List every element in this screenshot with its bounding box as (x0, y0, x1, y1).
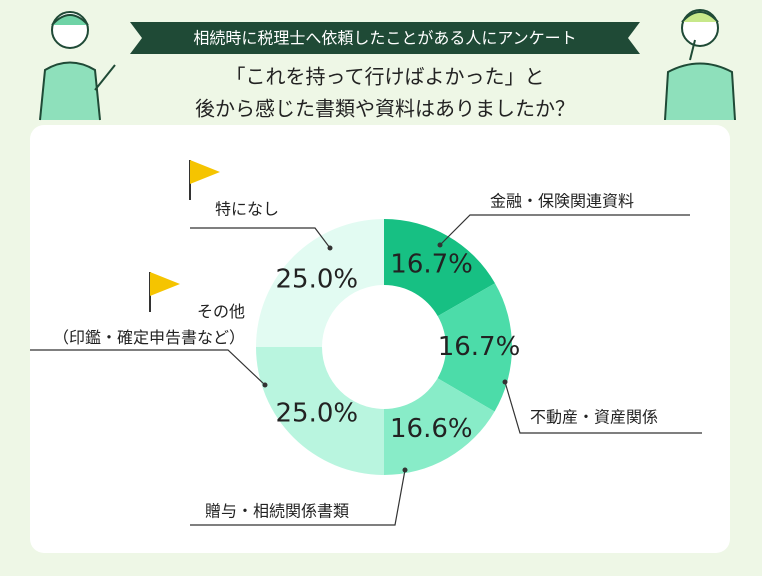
leader-line (504, 381, 702, 434)
leader-dot (437, 242, 443, 248)
subtitle: 後から感じた書類や資料はありましたか？ (195, 97, 575, 121)
subtitle: 「これを持って行けばよかった」と (226, 65, 545, 89)
leader-line (439, 214, 690, 246)
category-label: その他（印鑑・確定申告書など） (53, 302, 245, 347)
title-ribbon (130, 22, 640, 54)
flag (149, 272, 180, 312)
person-left (39, 11, 116, 121)
value-label: 16.6% (390, 414, 473, 444)
value-label: 25.0% (276, 399, 359, 429)
chart-title: 相続時に税理士へ依頼したことがある人にアンケート (193, 29, 576, 48)
value-label: 16.7% (438, 332, 521, 362)
leader-line (190, 227, 331, 249)
leader-line (190, 469, 406, 526)
category-label: 不動産・資産関係 (530, 408, 658, 427)
leader-line (30, 349, 266, 386)
leader-dot (262, 382, 268, 388)
donut-segment (437, 283, 512, 412)
donut-segment (384, 378, 495, 475)
category-label: 金融・保険関連資料 (490, 192, 634, 211)
flag (189, 160, 220, 200)
donut-segment (256, 347, 384, 475)
panel (30, 125, 730, 553)
person-right (664, 9, 736, 121)
category-label: 特になし (215, 200, 279, 219)
leader-dot (327, 245, 333, 251)
donut-segment (256, 219, 384, 347)
category-label: 贈与・相続関係書類 (205, 502, 349, 521)
donut-segment (384, 219, 495, 317)
value-label: 16.7% (390, 249, 473, 279)
value-label: 25.0% (276, 264, 359, 294)
leader-dot (502, 379, 508, 385)
leader-dot (402, 467, 408, 473)
